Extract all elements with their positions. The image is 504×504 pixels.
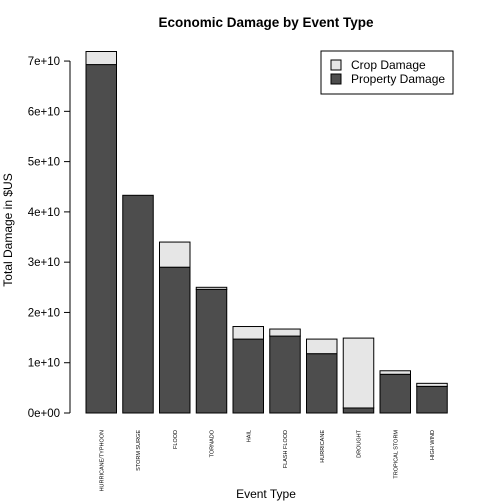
bar-property-damage <box>122 194 154 414</box>
x-tick-label: HURRICANE/TYPHOON <box>99 430 105 491</box>
x-tick-label: STORM SURGE <box>136 430 142 471</box>
y-tick-label: 4e+10 <box>28 207 60 219</box>
x-tick-label: HAIL <box>246 430 252 442</box>
x-tick-label: HURRICANE <box>320 430 326 463</box>
y-tick-label: 5e+10 <box>28 157 60 169</box>
x-tick-label: FLOOD <box>173 430 179 449</box>
bar-crop-damage <box>269 328 301 337</box>
y-tick-label: 3e+10 <box>28 257 60 269</box>
bar-property-damage <box>232 338 264 414</box>
legend-label: Crop Damage <box>351 58 426 72</box>
bar-property-damage <box>306 353 338 414</box>
x-tick-label: HIGH WIND <box>430 430 436 460</box>
bar-crop-damage <box>342 337 375 409</box>
legend-swatch <box>330 59 342 71</box>
bar-crop-damage <box>416 382 448 387</box>
y-tick-label: 6e+10 <box>28 106 60 118</box>
x-tick-label: FLASH FLOOD <box>283 430 289 468</box>
bar-property-damage <box>159 266 191 414</box>
y-tick-label: 2e+10 <box>28 307 60 319</box>
x-tick-label: DROUGHT <box>357 429 363 457</box>
bars <box>85 51 448 414</box>
y-tick-label: 0e+00 <box>28 408 60 420</box>
x-axis-label: Event Type <box>236 487 296 501</box>
legend-box <box>320 50 454 95</box>
bar-crop-damage <box>159 241 191 268</box>
bar-crop-damage <box>232 326 264 340</box>
bar-crop-damage <box>306 338 338 355</box>
bar-property-damage <box>379 373 411 414</box>
bar-property-damage <box>342 407 375 414</box>
bar-property-damage <box>416 385 448 414</box>
y-tick-label: 1e+10 <box>28 358 60 370</box>
x-tick-label: TROPICAL STORM <box>393 430 399 479</box>
bar-property-damage <box>85 64 117 414</box>
y-axis-label: Total Damage in $US <box>1 173 15 286</box>
legend-swatch <box>330 73 342 85</box>
bar-crop-damage <box>195 286 228 290</box>
x-tick-labels: HURRICANE/TYPHOON STORM SURGE FLOOD TORNADO… <box>99 429 436 491</box>
chart-title: Economic Damage by Event Type <box>158 15 374 30</box>
legend-label: Property Damage <box>351 72 445 86</box>
y-axis: 0e+00 1e+10 2e+10 3e+10 4e+10 5e+10 6e+10 7e+10 <box>28 56 71 420</box>
bar-property-damage <box>269 335 301 414</box>
y-tick-label: 7e+10 <box>28 56 60 68</box>
bar-crop-damage <box>85 51 117 66</box>
bar-crop-damage <box>379 370 411 375</box>
x-tick-label: TORNADO <box>210 429 216 457</box>
bar-property-damage <box>195 288 228 414</box>
